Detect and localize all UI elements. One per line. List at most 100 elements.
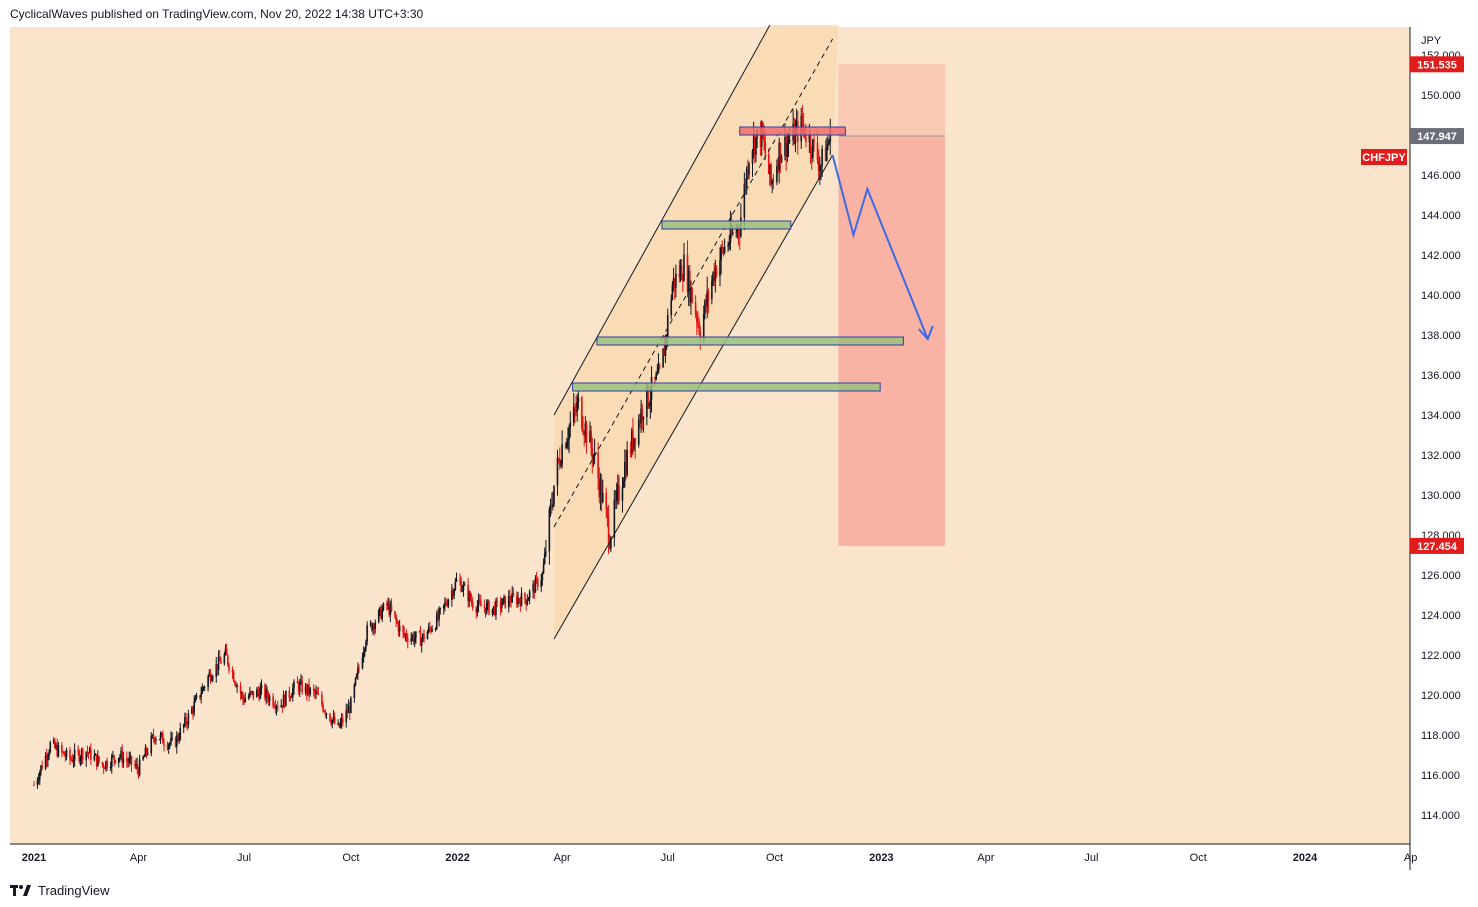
candle xyxy=(687,265,690,306)
candle-body xyxy=(54,740,56,748)
zone-3[interactable] xyxy=(596,336,904,346)
candle-body xyxy=(411,635,414,639)
candle-body xyxy=(744,183,747,188)
candle xyxy=(748,161,750,180)
candle xyxy=(600,474,603,512)
candle-body xyxy=(36,780,39,786)
zone-2[interactable] xyxy=(661,220,792,230)
candle-body xyxy=(224,648,227,655)
candle xyxy=(614,490,617,510)
candle xyxy=(423,629,425,644)
candle xyxy=(415,631,417,644)
candle-body xyxy=(633,438,635,449)
channel-lower-line[interactable] xyxy=(553,154,834,640)
candle-body xyxy=(90,748,92,760)
candle xyxy=(477,593,480,613)
candle-body xyxy=(86,751,89,753)
candle xyxy=(779,142,782,173)
candle xyxy=(309,686,312,697)
candle-body xyxy=(702,314,705,341)
stop-loss-box[interactable] xyxy=(838,64,946,137)
candle xyxy=(130,755,133,772)
candle xyxy=(770,162,772,188)
price-tag-bg xyxy=(1410,56,1464,73)
candle xyxy=(785,136,787,171)
x-tick-label: 2021 xyxy=(22,852,46,864)
candle-body xyxy=(496,600,498,602)
candle-body xyxy=(467,584,469,602)
candle xyxy=(338,722,341,728)
candle xyxy=(65,747,68,761)
candle xyxy=(485,599,488,615)
candle-body xyxy=(720,247,722,261)
candle xyxy=(512,587,515,598)
candle-body xyxy=(654,376,656,380)
candle-body xyxy=(477,599,480,607)
candle xyxy=(550,492,553,515)
regression-channel[interactable] xyxy=(553,24,834,640)
candle-body xyxy=(705,300,707,307)
candle xyxy=(492,606,495,616)
candle xyxy=(574,403,576,424)
candle xyxy=(305,683,308,701)
candle xyxy=(820,164,822,181)
candle-body xyxy=(704,300,706,315)
projection-path[interactable] xyxy=(831,154,934,341)
candle-body xyxy=(345,710,348,723)
candle-body xyxy=(629,449,632,454)
candle-body xyxy=(478,599,481,602)
candle xyxy=(357,662,359,681)
candle xyxy=(324,709,327,718)
candle-body xyxy=(543,553,546,564)
publish-attribution: CyclicalWaves published on TradingView.c… xyxy=(10,7,424,21)
candle xyxy=(819,156,821,185)
candle xyxy=(413,631,416,648)
candle-body xyxy=(122,758,125,763)
candle-body xyxy=(405,634,408,639)
candle xyxy=(673,277,676,300)
channel-median-line[interactable] xyxy=(553,38,834,528)
candle xyxy=(552,491,554,511)
candle-body xyxy=(37,779,40,781)
zone-1[interactable] xyxy=(739,126,846,136)
candle xyxy=(597,442,599,490)
candle-body xyxy=(622,481,625,488)
candle-body xyxy=(276,706,279,708)
candle-body xyxy=(485,603,488,614)
candle xyxy=(274,699,277,714)
y-tick-label: 138.000 xyxy=(1421,330,1461,342)
candle xyxy=(817,149,820,179)
candle xyxy=(605,487,608,519)
candle-body xyxy=(656,373,659,375)
currency-label: JPY xyxy=(1421,35,1442,47)
candle-body xyxy=(673,278,676,288)
candle xyxy=(386,600,388,611)
price-axis[interactable]: JPY 114.000 116.000 118.000 120.000 122.000 1… xyxy=(1421,35,1461,822)
candle xyxy=(203,685,206,692)
candle xyxy=(282,690,285,708)
candle-body xyxy=(615,490,618,501)
time-axis[interactable]: 2021 Apr Jul Oct 2022 Apr Jul Oct 2023 Apr Jul Oct 2… xyxy=(22,852,1418,864)
candle xyxy=(47,752,49,767)
candle-body xyxy=(120,750,122,757)
candle xyxy=(694,295,697,319)
zone-4[interactable] xyxy=(572,382,881,392)
candle-body xyxy=(72,760,75,762)
position-tool[interactable] xyxy=(838,64,946,546)
channel-upper-line[interactable] xyxy=(553,24,771,416)
candle xyxy=(406,633,409,649)
candle xyxy=(158,739,161,741)
candle xyxy=(678,259,681,283)
candle xyxy=(601,479,604,504)
candle xyxy=(78,749,81,764)
candle-body xyxy=(232,672,235,682)
candle-body xyxy=(682,280,684,282)
projection-line[interactable] xyxy=(831,154,929,340)
candle-body xyxy=(778,142,780,171)
candle xyxy=(150,732,153,757)
candle xyxy=(411,633,414,642)
candle xyxy=(377,608,380,624)
support-resistance-zones[interactable] xyxy=(572,126,904,392)
candle xyxy=(772,173,775,190)
